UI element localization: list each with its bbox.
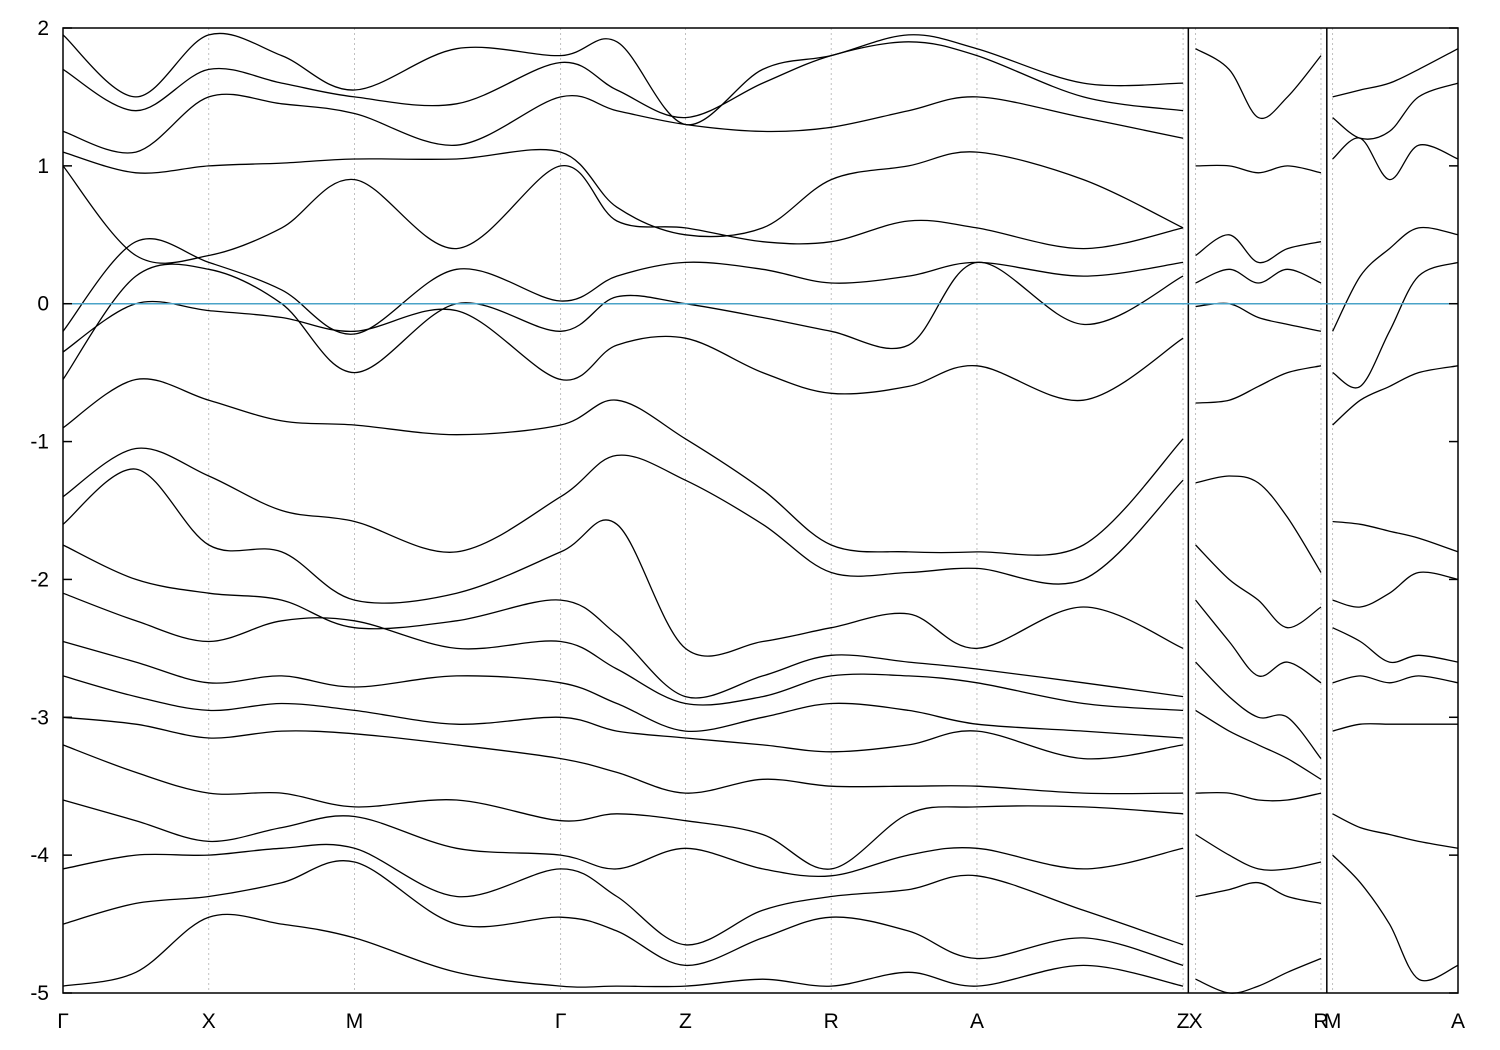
band-line-9 — [62, 447, 1184, 585]
band-line-44 — [1332, 627, 1459, 664]
y-tick-label-2: -3 — [30, 706, 49, 729]
x-tick-label-0: Γ — [57, 1010, 69, 1033]
x-tick-label-11: A — [1451, 1010, 1465, 1033]
y-tick-label-1: -4 — [30, 844, 49, 867]
band-line-46 — [1332, 723, 1458, 732]
band-line-16 — [62, 744, 1184, 870]
band-line-19 — [62, 860, 1184, 967]
x-tick-label-3: Γ — [555, 1010, 567, 1033]
x-tick-label-4: Z — [679, 1010, 692, 1033]
x-tick-label-5: R — [824, 1010, 839, 1033]
y-tick-label-6: 1 — [37, 155, 49, 178]
band-layer — [62, 32, 1459, 994]
plot-frame — [62, 27, 1459, 994]
band-line-4 — [62, 165, 1184, 264]
band-line-47 — [1332, 813, 1459, 849]
band-line-26 — [1195, 365, 1322, 404]
band-line-14 — [62, 675, 1184, 760]
band-line-18 — [62, 843, 1184, 946]
grid-layer — [208, 28, 1334, 993]
band-line-3 — [62, 148, 1184, 238]
band-line-34 — [1195, 881, 1322, 905]
band-line-33 — [1195, 833, 1322, 871]
x-tick-label-2: M — [346, 1010, 364, 1033]
x-tick-label-10: M — [1324, 1010, 1342, 1033]
band-line-13 — [62, 640, 1184, 739]
band-line-39 — [1332, 226, 1459, 332]
x-tick-label-8: X — [1189, 1010, 1203, 1033]
tick-layer — [63, 27, 1458, 994]
band-line-35 — [1195, 957, 1322, 994]
band-line-45 — [1332, 675, 1459, 684]
band-line-37 — [1332, 82, 1459, 140]
band-line-25 — [1195, 302, 1322, 332]
band-line-11 — [62, 544, 1184, 699]
band-line-24 — [1195, 268, 1322, 284]
band-line-23 — [1195, 234, 1322, 264]
band-line-15 — [62, 716, 1184, 795]
y-tick-label-0: -5 — [30, 982, 49, 1005]
band-line-38 — [1332, 137, 1459, 181]
band-line-30 — [1195, 661, 1322, 760]
band-line-31 — [1195, 709, 1322, 780]
band-line-27 — [1195, 475, 1322, 573]
band-line-41 — [1332, 365, 1459, 426]
x-tick-label-7: Z — [1177, 1010, 1190, 1033]
band-line-40 — [1332, 261, 1459, 389]
band-line-2 — [62, 93, 1184, 154]
band-line-20 — [62, 913, 1184, 988]
band-line-29 — [1195, 599, 1322, 684]
y-tick-label-5: 0 — [37, 293, 49, 316]
x-tick-label-9: R — [1313, 1010, 1328, 1033]
y-tick-label-3: -2 — [30, 568, 49, 591]
y-tick-label-7: 2 — [37, 17, 49, 40]
band-line-36 — [1332, 48, 1459, 98]
band-line-22 — [1195, 164, 1322, 174]
band-line-8 — [62, 378, 1184, 556]
band-line-10 — [62, 468, 1184, 657]
band-line-1 — [62, 41, 1184, 119]
band-line-32 — [1195, 791, 1322, 802]
band-line-43 — [1332, 571, 1459, 608]
band-line-7 — [62, 300, 1184, 402]
band-line-12 — [62, 592, 1184, 712]
band-line-21 — [1195, 48, 1322, 120]
y-tick-label-4: -1 — [30, 431, 49, 454]
band-line-42 — [1332, 520, 1459, 553]
x-tick-label-1: X — [202, 1010, 216, 1033]
x-tick-label-6: A — [970, 1010, 984, 1033]
band-line-17 — [62, 799, 1184, 878]
band-line-0 — [62, 32, 1184, 126]
band-line-28 — [1195, 544, 1322, 629]
band-line-6 — [62, 261, 1184, 380]
band-line-48 — [1332, 854, 1459, 982]
band-line-5 — [62, 238, 1184, 335]
